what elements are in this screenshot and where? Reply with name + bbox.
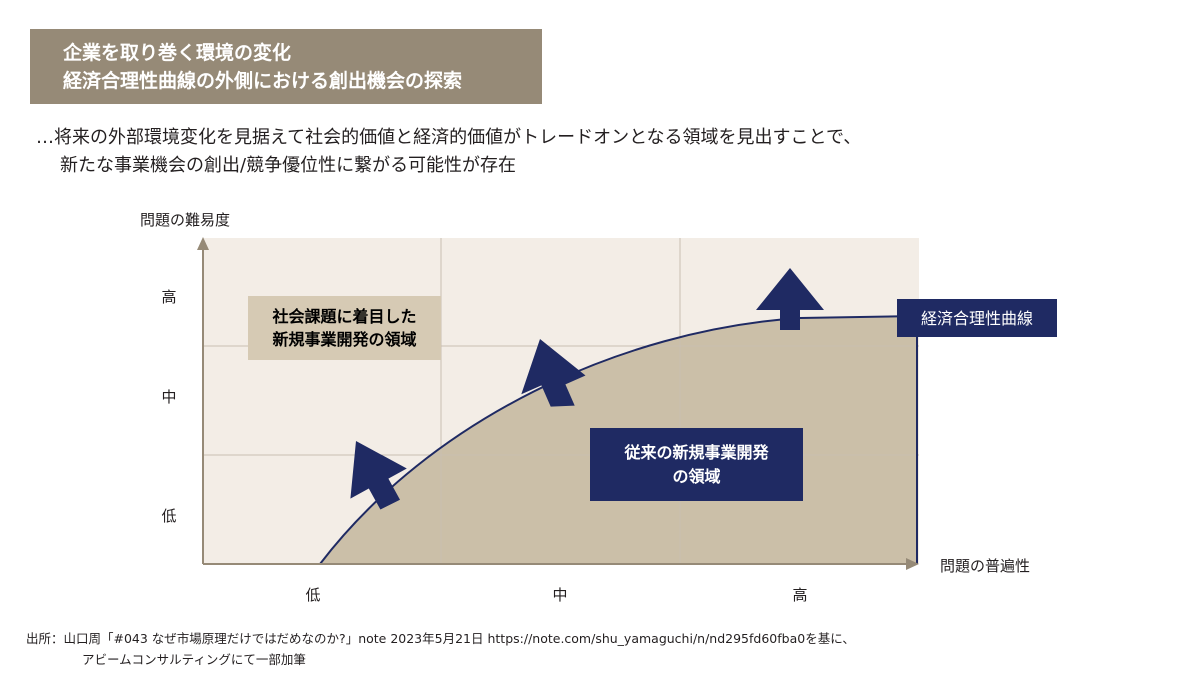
curve-label: 経済合理性曲線 [921,309,1033,328]
growth-arrow [756,268,824,330]
growth-arrow [521,339,586,407]
outer-region-label-line-2: 新規事業開発の領域 [272,330,416,349]
source-line-1: 出所：山口周「#043 なぜ市場原理だけではだめなのか?」note 2023年5… [26,631,855,646]
inner-region-label-box [590,428,803,501]
source-note: 出所：山口周「#043 なぜ市場原理だけではだめなのか?」note 2023年5… [26,628,855,670]
source-line-2: アビームコンサルティングにて一部加筆 [82,652,306,667]
curve-label-box [897,299,1057,337]
axes [197,237,919,570]
header-title-line-1: 企業を取り巻く環境の変化 [63,42,292,64]
x-tick-label-low: 低 [305,586,320,604]
growth-arrows [350,268,824,510]
growth-arrow [350,441,407,510]
inner-region-label-line-1: 従来の新規事業開発 [623,443,769,462]
header-banner: 企業を取り巻く環境の変化 経済合理性曲線の外側における創出機会の探索 [30,29,542,104]
y-axis-arrowhead [197,237,209,250]
y-tick-label-low: 低 [161,507,176,525]
outer-region-label-box [248,296,441,360]
inner-region-label-line-2: の領域 [672,467,720,486]
x-tick-label-mid: 中 [552,586,567,604]
lead-text: …将来の外部環境変化を見据えて社会的価値と経済的価値がトレードオンとなる領域を見… [36,124,861,180]
header-title-line-2: 経済合理性曲線の外側における創出機会の探索 [63,70,463,92]
x-axis-title: 問題の普遍性 [940,557,1030,575]
lead-line-1: …将来の外部環境変化を見据えて社会的価値と経済的価値がトレードオンとなる領域を見… [36,127,862,148]
y-tick-label-high: 高 [161,288,176,306]
lead-line-2: 新たな事業機会の創出/競争優位性に繋がる可能性が存在 [60,155,517,176]
y-axis-title: 問題の難易度 [140,211,230,229]
outer-region-label-line-1: 社会課題に着目した [271,307,416,326]
x-tick-label-high: 高 [792,586,807,604]
x-axis-arrowhead [906,558,919,570]
y-tick-label-mid: 中 [161,388,176,406]
